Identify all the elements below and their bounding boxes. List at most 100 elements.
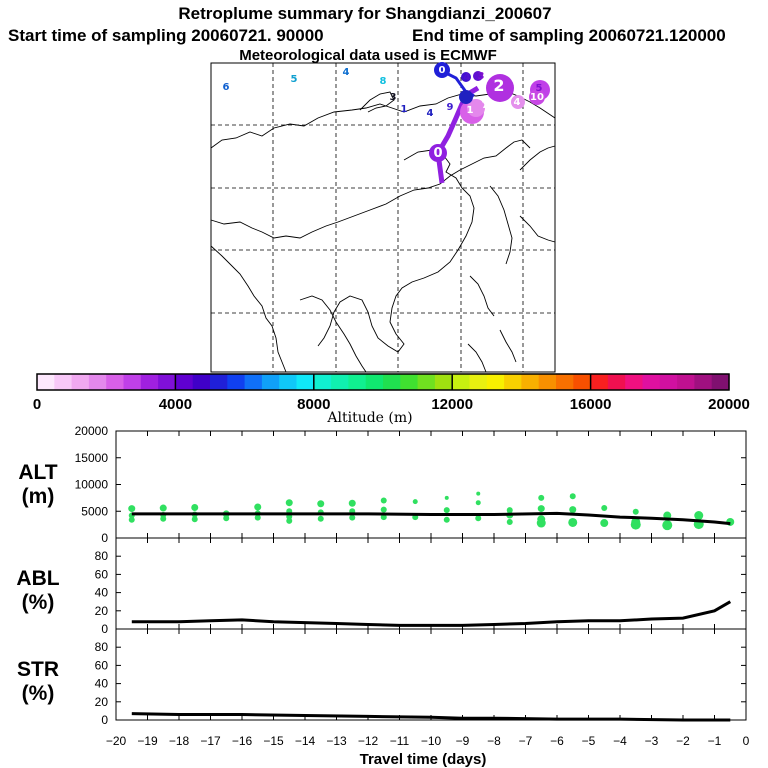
scatter-point bbox=[536, 518, 546, 528]
scatter-point bbox=[443, 516, 450, 523]
scatter-point bbox=[128, 505, 136, 513]
colorbar-tick-label: 16000 bbox=[570, 396, 612, 413]
colorbar-swatch bbox=[400, 374, 419, 390]
colorbar-swatch bbox=[383, 374, 401, 390]
scatter-point bbox=[159, 504, 167, 512]
x-tick-label: −13 bbox=[326, 734, 347, 748]
y-tick-label: 5000 bbox=[81, 504, 108, 518]
panel-frame bbox=[115, 628, 747, 721]
panel-label-unit: (%) bbox=[22, 682, 55, 705]
colorbar-swatch bbox=[677, 374, 695, 390]
map-label: 1 bbox=[467, 105, 474, 116]
panel-label: ALT bbox=[18, 461, 57, 484]
scatter-point bbox=[632, 508, 639, 515]
colorbar-swatch bbox=[88, 374, 107, 390]
x-tick-label: −10 bbox=[421, 734, 442, 748]
map-label: 9 bbox=[447, 102, 454, 113]
colorbar-swatch bbox=[348, 374, 367, 390]
series-line bbox=[131, 511, 731, 526]
map-label: 10 bbox=[530, 92, 544, 103]
map-label: 5 bbox=[536, 83, 543, 94]
colorbar-swatch bbox=[158, 374, 176, 390]
scatter-point bbox=[662, 520, 673, 531]
panel-label-unit: (%) bbox=[22, 591, 55, 614]
scatter-point bbox=[630, 519, 641, 530]
x-tick-label: −16 bbox=[232, 734, 253, 748]
y-tick-label: 20 bbox=[95, 695, 109, 709]
scatter-point bbox=[475, 500, 481, 506]
colorbar-tick-label: 12000 bbox=[431, 396, 473, 413]
x-tick-label: −6 bbox=[550, 734, 564, 748]
colorbar-swatch bbox=[261, 374, 280, 390]
y-tick-label: 10000 bbox=[75, 478, 109, 492]
colorbar-swatch bbox=[227, 374, 246, 390]
x-tick-label: −12 bbox=[358, 734, 379, 748]
x-tick-label: −15 bbox=[263, 734, 284, 748]
colorbar-swatch bbox=[123, 374, 142, 390]
x-tick-label: −2 bbox=[676, 734, 690, 748]
scatter-point bbox=[254, 503, 262, 511]
scatter-point bbox=[443, 507, 450, 514]
colorbar-label: Altitude (m) bbox=[326, 410, 412, 426]
map-label: 3 bbox=[390, 92, 397, 103]
y-tick-label: 0 bbox=[101, 713, 108, 727]
y-tick-label: 20 bbox=[95, 604, 109, 618]
colorbar-swatch bbox=[140, 374, 159, 390]
plume-circles bbox=[429, 62, 550, 162]
series-line bbox=[131, 600, 732, 627]
colorbar-swatch bbox=[244, 374, 263, 390]
map-frame bbox=[210, 62, 556, 373]
colorbar-swatch bbox=[296, 374, 315, 390]
end-time-label: End time of sampling 20060721.120000 bbox=[412, 26, 726, 45]
colorbar-swatch bbox=[417, 374, 436, 390]
colorbar-swatch bbox=[538, 374, 557, 390]
scatter-point bbox=[538, 494, 545, 501]
panel-frame bbox=[115, 537, 747, 630]
scatter-point bbox=[506, 518, 513, 525]
scatter-point bbox=[380, 514, 387, 521]
scatter-point bbox=[506, 507, 513, 514]
y-tick-label: 80 bbox=[95, 549, 109, 563]
x-tick-label: 0 bbox=[743, 734, 750, 748]
scatter-point bbox=[600, 519, 609, 528]
colorbar-swatch bbox=[210, 374, 228, 390]
y-tick-label: 40 bbox=[95, 677, 109, 691]
y-tick-label: 60 bbox=[95, 567, 109, 581]
colorbar-swatch bbox=[486, 374, 505, 390]
x-tick-label: −1 bbox=[708, 734, 722, 748]
colorbar-swatch bbox=[434, 374, 453, 390]
colorbar-swatch bbox=[365, 374, 384, 390]
panel-1: 0 20 40 60 80 ABL(%) bbox=[16, 537, 747, 636]
x-tick-label: −14 bbox=[295, 734, 316, 748]
map-label: 1 bbox=[401, 104, 408, 115]
colorbar-swatch bbox=[313, 374, 332, 390]
map-label: 7 bbox=[482, 100, 489, 111]
colorbar-swatch bbox=[711, 374, 730, 390]
colorbar-swatch bbox=[590, 374, 609, 390]
panel-0: 0 5000 10000 15000 20000 ALT(m) bbox=[18, 424, 747, 545]
scatter-point bbox=[160, 515, 167, 522]
map-label: 8 bbox=[380, 76, 387, 87]
map-label: 4 bbox=[514, 97, 521, 108]
scatter-point bbox=[694, 511, 704, 521]
colorbar-swatch bbox=[106, 374, 125, 390]
colorbar-swatch bbox=[642, 374, 661, 390]
scatter-point bbox=[285, 499, 293, 507]
scatter-point bbox=[444, 495, 449, 500]
colorbar-swatch bbox=[504, 374, 522, 390]
panel-label: STR bbox=[17, 658, 59, 681]
scatter-point bbox=[380, 497, 387, 504]
scatter-point bbox=[286, 517, 293, 524]
scatter-point bbox=[569, 493, 576, 500]
y-tick-label: 60 bbox=[95, 658, 109, 672]
y-tick-label: 40 bbox=[95, 586, 109, 600]
colorbar-frame bbox=[36, 373, 730, 391]
scatter-point bbox=[191, 504, 199, 512]
figure-title: Retroplume summary for Shangdianzi_20060… bbox=[178, 4, 551, 23]
map-label: 4 bbox=[427, 108, 434, 119]
colorbar-swatch bbox=[279, 374, 298, 390]
x-tick-label: −4 bbox=[613, 734, 627, 748]
colorbar-swatch bbox=[54, 374, 73, 390]
colorbar-tick-label: 0 bbox=[33, 396, 41, 413]
